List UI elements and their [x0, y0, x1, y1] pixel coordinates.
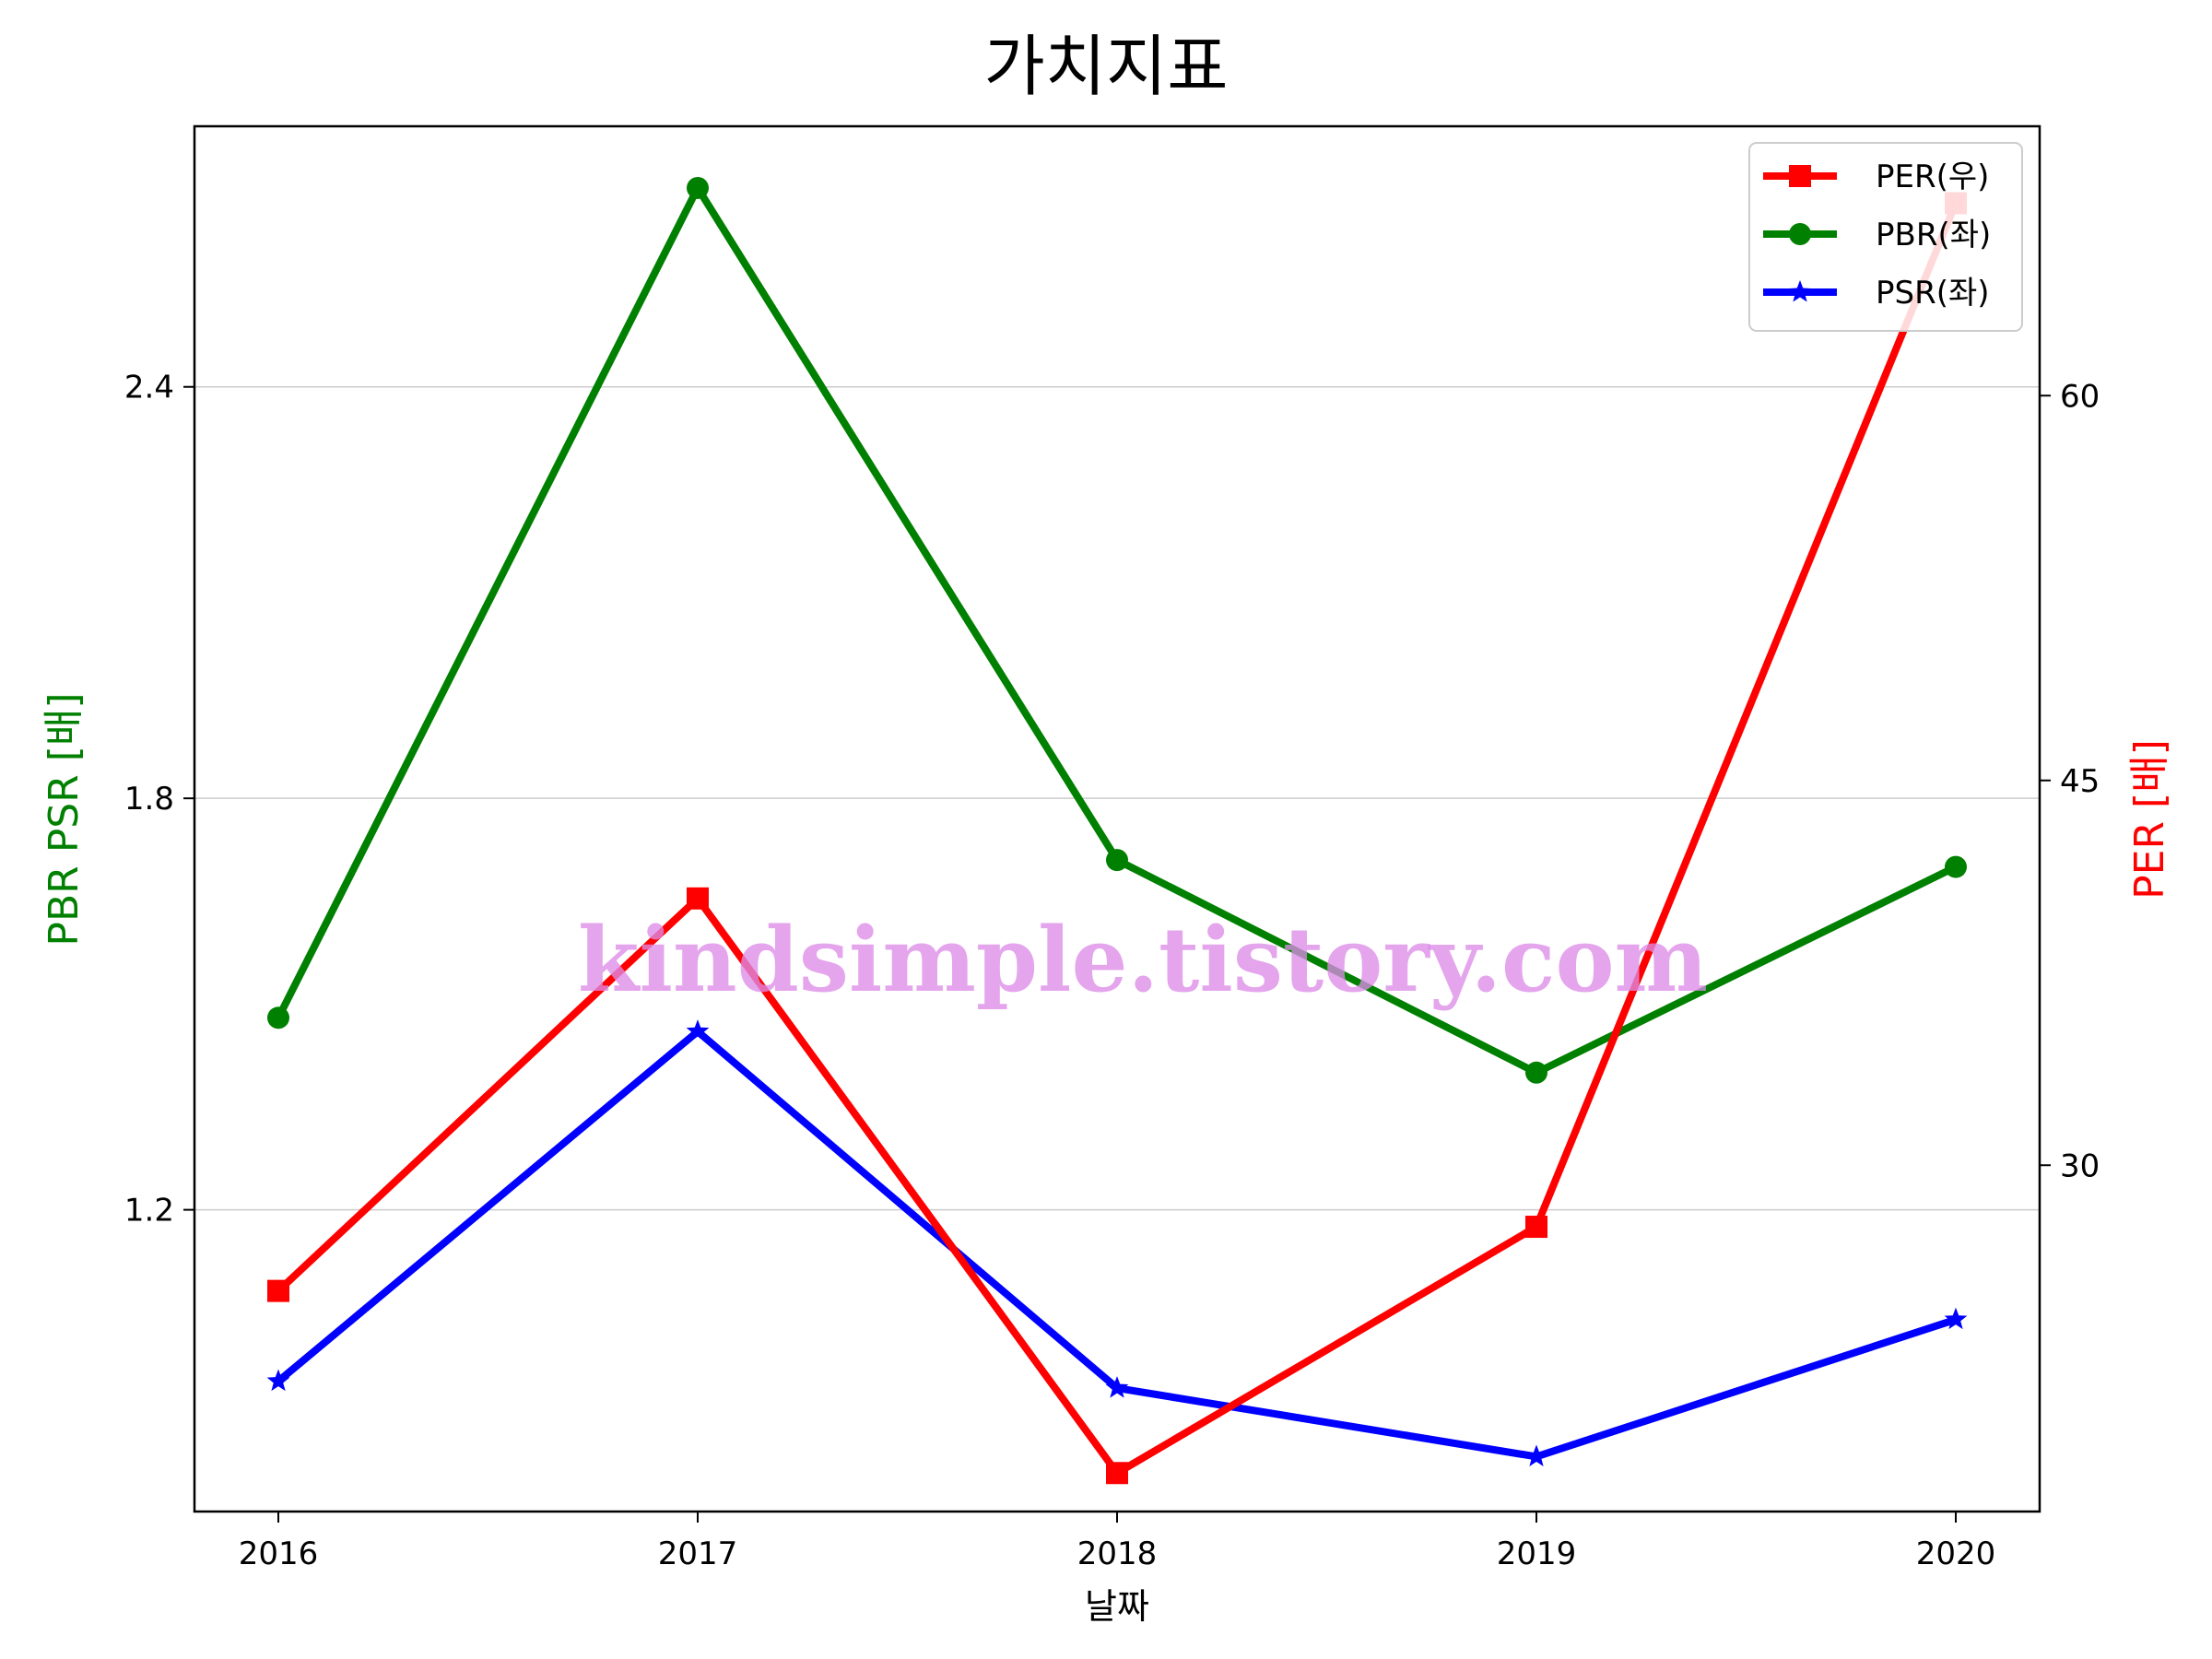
x-tick-label: 2019 [1497, 1535, 1577, 1572]
psr-point [266, 1369, 290, 1392]
per-point [687, 887, 709, 910]
legend: PER(우) PBR(좌) PSR(좌) [1748, 142, 2023, 332]
left-axis-ticks: 1.2 1.8 2.4 [124, 370, 194, 1230]
per-point [1106, 1462, 1128, 1485]
x-tick-label: 2017 [658, 1535, 738, 1572]
psr-point [686, 1019, 710, 1041]
legend-marker [1789, 223, 1811, 245]
pbr-point [267, 1006, 289, 1030]
pbr-point [1106, 849, 1128, 872]
right-tick-label: 30 [2060, 1147, 2100, 1184]
x-axis-label: 날짜 [1085, 1586, 1149, 1627]
x-tick-label: 2018 [1077, 1535, 1158, 1572]
legend-entry-pbr: PBR(좌) [1763, 217, 1991, 253]
right-axis-label: PER [배] [2126, 739, 2173, 900]
pbr-point [1945, 855, 1967, 878]
legend-marker [1788, 280, 1812, 302]
psr-point [1944, 1307, 1968, 1330]
legend-frame [1748, 142, 2023, 332]
psr-point [1105, 1376, 1129, 1398]
pbr-point [1525, 1061, 1547, 1084]
x-axis-ticks: 2016 2017 2018 2019 2020 [239, 1512, 1996, 1572]
right-axis-ticks: 30 45 60 [2040, 378, 2100, 1184]
per-point [1525, 1216, 1547, 1239]
right-tick-label: 60 [2060, 378, 2100, 415]
psr-point [1524, 1444, 1548, 1466]
watermark-text: kindsimple.tistory.com [578, 908, 1708, 1012]
left-tick-label: 1.8 [124, 781, 174, 818]
grid-lines [194, 385, 2040, 1211]
legend-label: PER(우) [1876, 159, 1989, 195]
left-tick-label: 2.4 [124, 370, 174, 406]
plot-series [266, 176, 1968, 1485]
left-tick-label: 1.2 [124, 1193, 174, 1230]
x-tick-label: 2020 [1916, 1535, 1996, 1572]
legend-label: PBR(좌) [1876, 217, 1991, 253]
psr-series [266, 1019, 1968, 1466]
right-tick-label: 45 [2060, 763, 2100, 800]
legend-label: PSR(좌) [1876, 275, 1990, 312]
legend-marker [1789, 165, 1811, 187]
x-tick-label: 2016 [239, 1535, 319, 1572]
pbr-series [267, 176, 1967, 1084]
per-series [267, 192, 1967, 1485]
legend-entry-psr: PSR(좌) [1763, 275, 1990, 312]
legend-entry-per: PER(우) [1763, 159, 1989, 195]
left-axis-label: PBR PSR [배] [41, 692, 88, 946]
per-point [267, 1279, 289, 1302]
pbr-point [687, 176, 709, 199]
chart-title: 가치지표 [984, 28, 1229, 105]
